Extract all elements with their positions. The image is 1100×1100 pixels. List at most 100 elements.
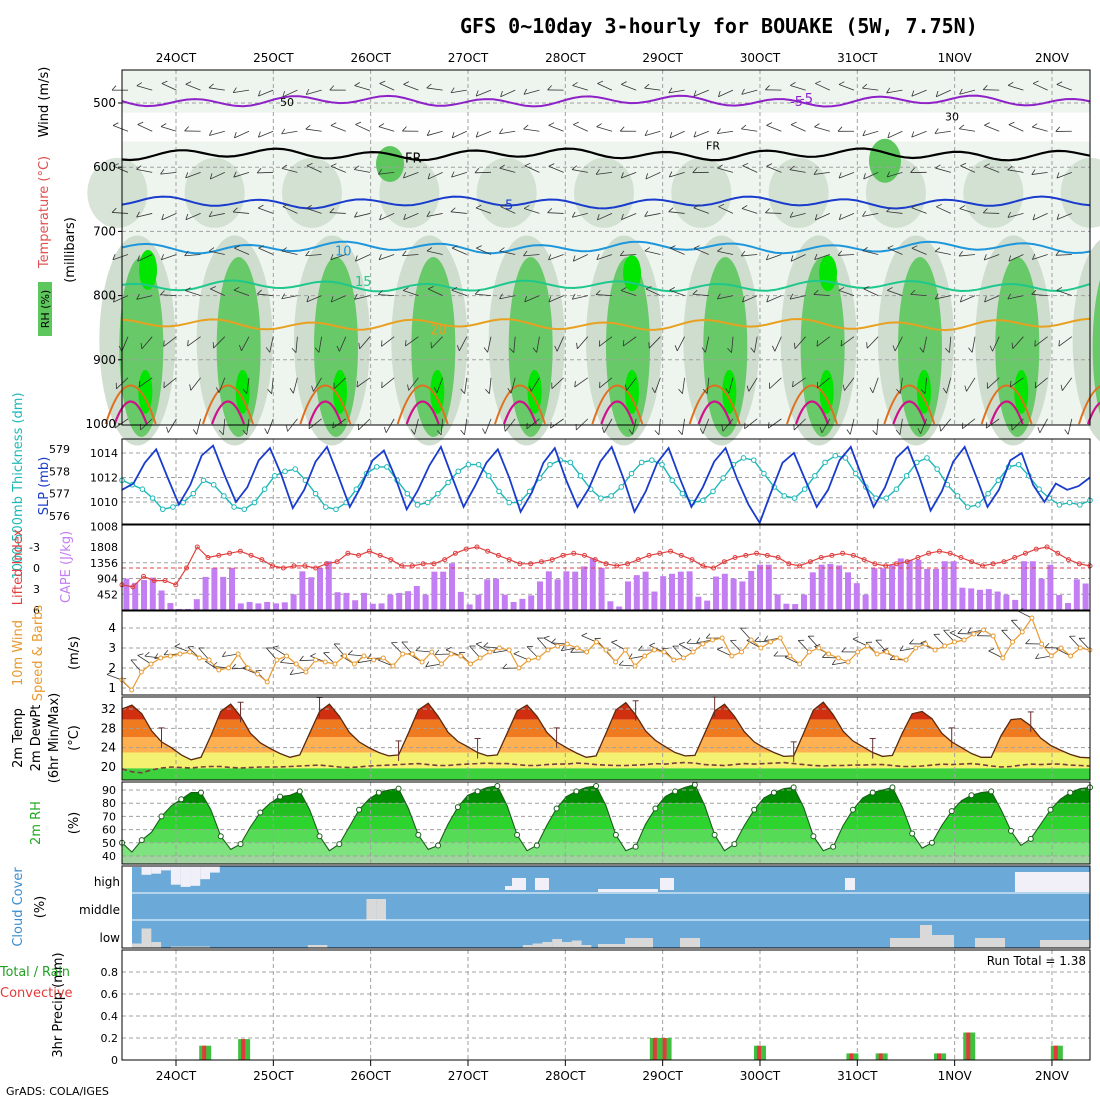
barb-feather (208, 211, 213, 217)
rh-point (1067, 789, 1074, 796)
barb-feather (740, 250, 746, 257)
barb-staff (161, 83, 177, 91)
wind10m-barb (1011, 619, 1023, 633)
rh-point (593, 783, 600, 790)
barb-feather (838, 287, 845, 291)
barb-staff (526, 646, 539, 659)
barb-feather (137, 255, 140, 262)
barb-staff (1055, 254, 1072, 256)
barb-staff (499, 295, 516, 300)
barb-staff (943, 629, 955, 643)
barb-staff (784, 656, 800, 665)
wind-barb (862, 211, 879, 217)
barb-staff (573, 254, 588, 262)
barb-staff (210, 171, 225, 180)
isotherm-arch-25 (104, 384, 157, 425)
wind10m-barb (831, 659, 849, 666)
wind-barb (218, 418, 226, 436)
wind10m-point (235, 651, 241, 657)
barb-staff (894, 336, 903, 352)
wind10m-point (448, 651, 454, 657)
barb-staff (959, 128, 976, 132)
rh-point (375, 789, 382, 796)
wind10m-point (835, 655, 841, 661)
wind-barb (1056, 81, 1072, 91)
wind10m-point (371, 657, 377, 663)
lifted-index-point (979, 563, 985, 569)
date-tick-label-bottom: 26OCT (350, 1069, 391, 1083)
barb-staff (330, 165, 346, 173)
thickness-point (567, 459, 574, 466)
barb-feather (686, 638, 692, 644)
wind-barb (403, 81, 419, 91)
thickness-point (547, 461, 553, 468)
pressure-tick-label: 600 (93, 160, 116, 174)
barb-staff (769, 377, 782, 389)
barb-feather (523, 124, 529, 130)
wind10m-barb (280, 658, 297, 665)
wind-barb (668, 207, 685, 214)
wind-barb (548, 122, 564, 132)
barb-staff (246, 418, 250, 435)
wind-barb (403, 171, 419, 179)
barb-staff (576, 418, 589, 431)
barb-staff (354, 169, 371, 173)
barb-staff (190, 377, 201, 391)
isotherm-line (121, 240, 1091, 255)
barb-staff (959, 254, 976, 257)
wind10m-barb (1001, 629, 1013, 643)
wind-barb (816, 336, 831, 347)
barb-staff (693, 89, 709, 97)
lifted-index-point (786, 561, 792, 567)
wind-barb (1031, 289, 1048, 296)
wind10m-barb (797, 639, 810, 653)
cloud-low-bar (180, 946, 191, 948)
wind10m-barb (299, 655, 316, 662)
wind-barb (934, 128, 951, 134)
barb-staff (692, 293, 709, 296)
wind10m-point (245, 665, 251, 671)
barb-feather (721, 425, 724, 432)
lifted-index-point (452, 550, 458, 556)
wind10m-barb (347, 650, 365, 657)
barb-feather (911, 131, 915, 138)
barb-feather (651, 387, 656, 393)
barb-staff (523, 254, 540, 257)
rh-shade-green (703, 256, 748, 437)
barb-staff (960, 165, 976, 173)
wind10m-point (361, 653, 367, 659)
barb-staff (440, 418, 443, 435)
wind-barb (717, 164, 734, 173)
barb-staff (822, 656, 839, 659)
cloud-low-bar (581, 945, 592, 948)
wind-barb (959, 295, 976, 303)
barb-feather (958, 250, 963, 257)
temp-label: 2m Temp (11, 708, 26, 768)
barb-feather (402, 126, 407, 132)
wind-barb (426, 83, 443, 91)
wind-barb (718, 203, 734, 214)
barb-feather (475, 90, 479, 97)
isotherm-line (121, 317, 1091, 332)
barb-staff (838, 254, 855, 256)
barb-staff (431, 336, 443, 349)
thickness-point (190, 490, 197, 497)
barb-feather (789, 211, 794, 218)
barb-feather (934, 293, 939, 300)
barb-feather (286, 425, 288, 432)
barb-staff (669, 171, 685, 178)
wind-barb (242, 418, 250, 435)
wind-barb (772, 336, 782, 352)
temp-line (121, 701, 1091, 761)
barb-staff (959, 208, 976, 214)
barb-staff (160, 294, 177, 296)
lifted-index-point (743, 552, 749, 558)
wind-barb (717, 293, 734, 300)
cape-bar (853, 583, 860, 610)
wind10m-barb (266, 647, 278, 661)
temp-unit: (°C) (67, 725, 82, 751)
barb-feather (427, 173, 431, 180)
wind-barb (765, 254, 782, 261)
lifted-index-point (141, 573, 147, 579)
